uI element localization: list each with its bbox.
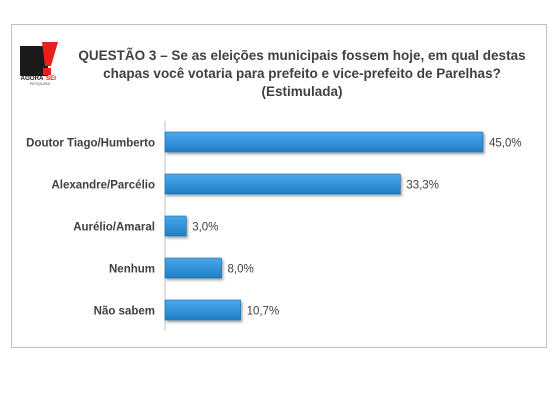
chart-title-line-2: chapas você votaria para prefeito e vice… (103, 66, 501, 81)
value-label: 8,0% (228, 264, 254, 276)
value-label: 45,0% (489, 138, 522, 150)
logo-text-main: AGORA (20, 75, 44, 82)
bar (164, 299, 241, 321)
bar (164, 173, 401, 195)
logo-exclamation-bar (42, 42, 58, 66)
value-label: 3,0% (192, 222, 218, 234)
value-label: 33,3% (406, 180, 439, 192)
logo-text-sub: PESQUISA (30, 81, 51, 86)
logo-text-accent: SEI (46, 75, 56, 82)
category-label: Nenhum (109, 264, 155, 276)
agora-sei-logo: AGORA SEI PESQUISA (18, 40, 62, 86)
value-label: 10,7% (247, 306, 280, 318)
bar (164, 257, 222, 279)
chart-title-line-3: (Estimulada) (261, 84, 343, 99)
bar (164, 215, 187, 237)
chart-title-line-1: QUESTÃO 3 – Se as eleições municipais fo… (78, 48, 526, 63)
category-label: Alexandre/Parcélio (51, 180, 155, 192)
bar (164, 131, 484, 153)
category-label: Aurélio/Amaral (73, 222, 155, 234)
category-label: Doutor Tiago/Humberto (26, 138, 155, 150)
logo-exclamation-dot (43, 68, 51, 75)
chart-frame: AGORA SEI PESQUISA QUESTÃO 3 – Se as ele… (11, 24, 547, 348)
category-label: Não sabem (94, 306, 155, 318)
bar-chart: Doutor Tiago/Humberto Alexandre/Parcélio A… (26, 121, 522, 331)
chart-title: QUESTÃO 3 – Se as eleições municipais fo… (70, 47, 534, 101)
